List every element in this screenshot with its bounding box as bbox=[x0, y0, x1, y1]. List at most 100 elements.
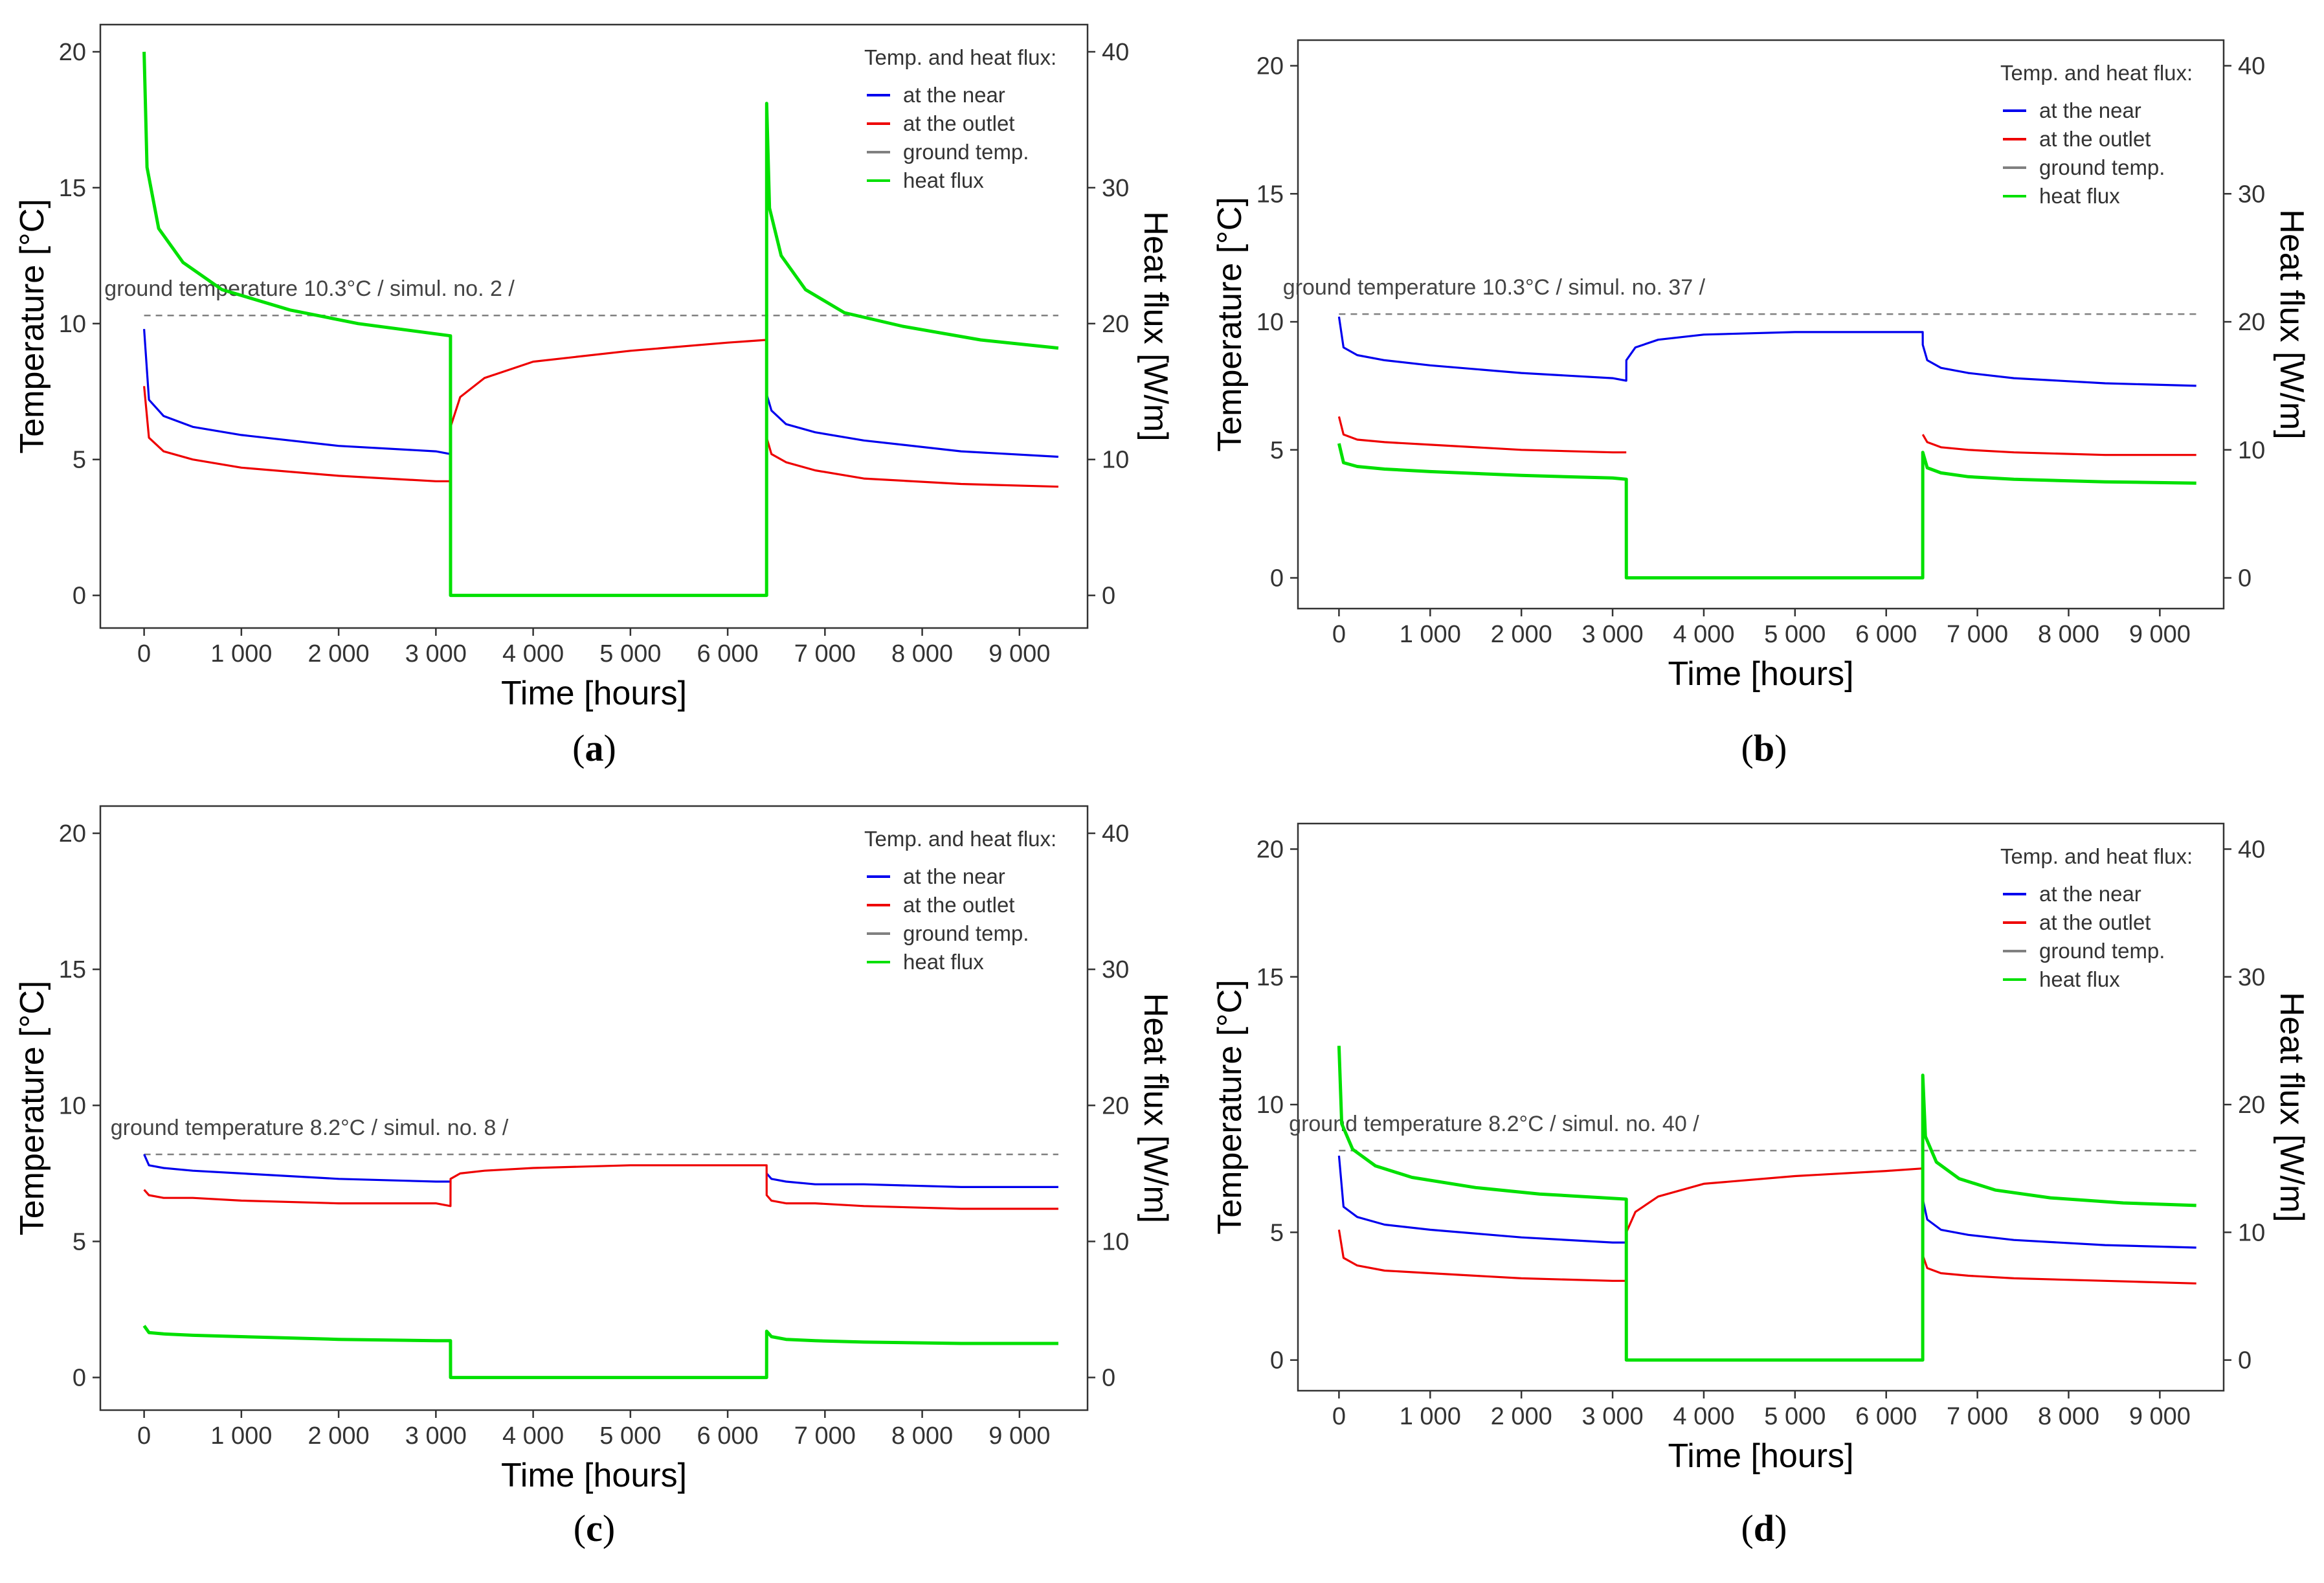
y-left-tick-label: 0 bbox=[73, 583, 86, 610]
legend: Temp. and heat flux: at the near at the ou… bbox=[2000, 844, 2193, 991]
y-left-tick-label: 20 bbox=[59, 39, 86, 66]
y-left-tick-label: 20 bbox=[1257, 53, 1284, 80]
x-tick-label: 2 000 bbox=[1491, 1403, 1552, 1430]
y-left-tick-label: 5 bbox=[1270, 1219, 1284, 1246]
ground-temp-annotation: ground temperature 8.2°C / simul. no. 40… bbox=[1289, 1112, 1699, 1136]
series-line-near bbox=[1337, 1155, 2196, 1249]
x-tick-label: 7 000 bbox=[1947, 1403, 2008, 1430]
y-left-tick-label: 0 bbox=[73, 1365, 86, 1392]
y-right-tick-label: 20 bbox=[2238, 309, 2265, 336]
x-tick-label: 4 000 bbox=[1673, 1403, 1734, 1430]
legend: Temp. and heat flux: at the near at the ou… bbox=[864, 827, 1056, 974]
legend-label-ground: ground temp. bbox=[2039, 939, 2165, 963]
series-line-near bbox=[143, 1154, 1058, 1188]
legend-label-flux: heat flux bbox=[903, 168, 984, 192]
x-tick-label: 5 000 bbox=[1764, 1403, 1826, 1430]
legend-title: Temp. and heat flux: bbox=[2000, 844, 2193, 868]
y-left-tick-label: 20 bbox=[1257, 836, 1284, 863]
x-tick-label: 4 000 bbox=[502, 1422, 564, 1450]
legend-label-near: at the near bbox=[2039, 98, 2141, 122]
y-right-tick-label: 20 bbox=[1102, 311, 1129, 338]
series-line-near bbox=[1337, 316, 2196, 387]
y-left-tick-label: 10 bbox=[1257, 309, 1284, 336]
x-tick-label: 9 000 bbox=[989, 1422, 1050, 1450]
series-line-flux bbox=[142, 51, 1059, 598]
x-tick-label: 1 000 bbox=[210, 640, 272, 668]
y-right-tick-label: 10 bbox=[1102, 1228, 1129, 1255]
plot-frame bbox=[1297, 39, 2225, 610]
ground-temp-annotation: ground temperature 8.2°C / simul. no. 8 … bbox=[111, 1116, 509, 1140]
legend-label-outlet: at the outlet bbox=[903, 893, 1014, 917]
y-right-tick-label: 30 bbox=[2238, 964, 2265, 991]
y-left-tick-label: 15 bbox=[1257, 181, 1284, 208]
panel-caption: (d) bbox=[1741, 1507, 1787, 1549]
legend-label-flux: heat flux bbox=[2039, 967, 2120, 991]
legend-label-outlet: at the outlet bbox=[2039, 910, 2151, 934]
x-tick-label: 4 000 bbox=[1673, 621, 1734, 648]
x-tick-label: 7 000 bbox=[794, 640, 856, 668]
x-tick-label: 0 bbox=[1332, 1403, 1346, 1430]
legend-title: Temp. and heat flux: bbox=[864, 45, 1056, 69]
y-axis-title-left: Temperature [°C] bbox=[14, 981, 51, 1236]
x-tick-label: 2 000 bbox=[308, 1422, 370, 1450]
legend-label-near: at the near bbox=[903, 864, 1005, 888]
legend-title: Temp. and heat flux: bbox=[864, 827, 1056, 851]
chart-panel-c: 0 1 000 2 000 3 000 4 000 5 000 6 000 7 000 8 00… bbox=[14, 805, 1174, 1549]
x-tick-label: 6 000 bbox=[697, 1422, 759, 1450]
y-right-tick-label: 30 bbox=[1102, 175, 1129, 202]
chart-panel-b: 0 1 000 2 000 3 000 4 000 5 000 6 000 7 000 8 00… bbox=[1211, 39, 2310, 769]
legend-title: Temp. and heat flux: bbox=[2000, 61, 2193, 85]
x-axis-title: Time [hours] bbox=[501, 1457, 687, 1494]
x-tick-label: 5 000 bbox=[599, 640, 661, 668]
x-axis-title: Time [hours] bbox=[1668, 655, 1853, 693]
y-left-tick-label: 15 bbox=[59, 175, 86, 202]
panel-caption: (c) bbox=[574, 1507, 615, 1549]
legend-label-flux: heat flux bbox=[2039, 184, 2120, 208]
y-right-tick-label: 30 bbox=[2238, 181, 2265, 208]
chart-panel-a: 0 1 000 2 000 3 000 4 000 5 000 6 000 7 000 8 00… bbox=[14, 23, 1174, 769]
y-axis-title-left: Temperature [°C] bbox=[1211, 197, 1249, 452]
x-tick-label: 1 000 bbox=[1400, 1403, 1461, 1430]
x-tick-label: 8 000 bbox=[2038, 621, 2099, 648]
y-right-tick-label: 40 bbox=[1102, 820, 1129, 848]
x-tick-label: 9 000 bbox=[989, 640, 1050, 668]
x-tick-label: 6 000 bbox=[697, 640, 759, 668]
x-axis-title: Time [hours] bbox=[1668, 1437, 1853, 1475]
series-line-outlet bbox=[1337, 416, 2196, 456]
y-left-tick-label: 5 bbox=[1270, 437, 1284, 464]
y-left-tick-label: 5 bbox=[73, 1228, 86, 1255]
x-tick-label: 7 000 bbox=[794, 1422, 856, 1450]
y-right-tick-label: 10 bbox=[2238, 1219, 2265, 1246]
series-line-flux bbox=[1337, 443, 2196, 579]
x-tick-label: 5 000 bbox=[599, 1422, 661, 1450]
x-tick-label: 2 000 bbox=[308, 640, 370, 668]
plot-frame bbox=[1297, 822, 2225, 1392]
x-tick-label: 0 bbox=[137, 640, 151, 668]
x-tick-label: 1 000 bbox=[210, 1422, 272, 1450]
y-right-tick-label: 40 bbox=[1102, 39, 1129, 66]
y-left-tick-label: 0 bbox=[1270, 1347, 1284, 1375]
chart-panel-d: 0 1 000 2 000 3 000 4 000 5 000 6 000 7 000 8 00… bbox=[1211, 822, 2310, 1549]
x-tick-label: 2 000 bbox=[1491, 621, 1552, 648]
y-right-tick-label: 20 bbox=[2238, 1092, 2265, 1119]
x-tick-label: 1 000 bbox=[1400, 621, 1461, 648]
x-tick-label: 8 000 bbox=[891, 1422, 953, 1450]
x-tick-label: 3 000 bbox=[1582, 1403, 1644, 1430]
y-right-tick-label: 0 bbox=[1102, 583, 1115, 610]
x-tick-label: 9 000 bbox=[2129, 621, 2191, 648]
y-axis-title-left: Temperature [°C] bbox=[1211, 980, 1249, 1235]
series-line-near bbox=[143, 329, 1058, 458]
x-tick-label: 4 000 bbox=[502, 640, 564, 668]
series-line-flux bbox=[142, 1325, 1058, 1380]
plot-frame bbox=[99, 23, 1089, 629]
y-right-tick-label: 0 bbox=[1102, 1365, 1115, 1392]
series-line-outlet bbox=[143, 339, 1058, 488]
y-axis-title-right: Heat flux [W/m] bbox=[2273, 992, 2310, 1222]
legend-label-ground: ground temp. bbox=[903, 140, 1029, 164]
ground-temp-annotation: ground temperature 10.3°C / simul. no. 3… bbox=[1283, 275, 1706, 300]
y-left-tick-label: 20 bbox=[59, 820, 86, 848]
y-right-tick-label: 0 bbox=[2238, 1347, 2251, 1375]
y-right-tick-label: 0 bbox=[2238, 565, 2251, 592]
y-left-tick-label: 15 bbox=[59, 956, 86, 983]
